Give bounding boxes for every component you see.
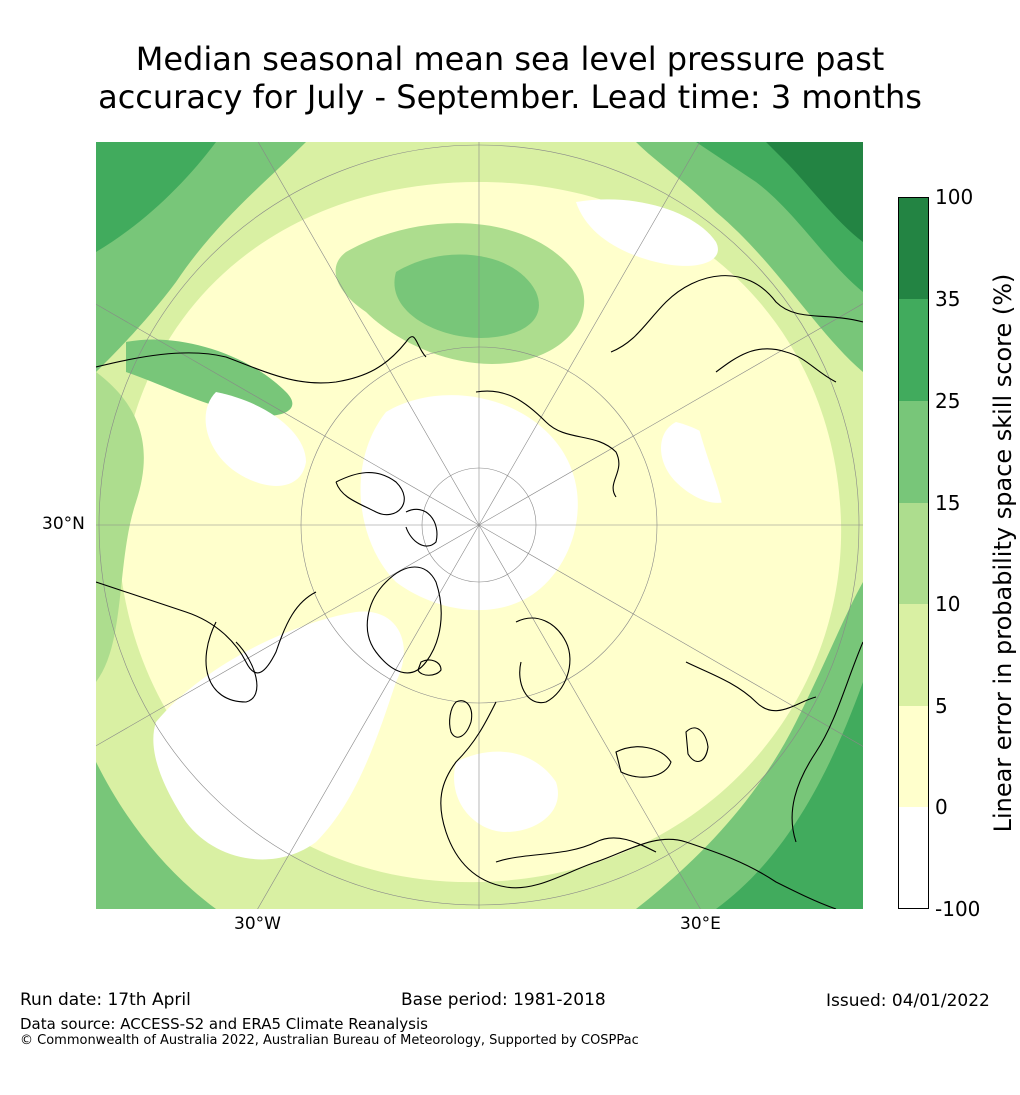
graticule	[96, 142, 863, 909]
skill-band-neg-atlantic	[153, 611, 404, 860]
skill-band-neg-center	[360, 395, 578, 611]
skill-band-10-15-west	[96, 372, 144, 682]
colorbar-swatch-neg	[898, 807, 929, 909]
issued-date: Issued: 04/01/2022	[826, 991, 990, 1011]
skill-score-map	[96, 142, 863, 909]
colorbar-tick-neg100: -100	[935, 897, 981, 921]
skill-band-15-25-sw	[96, 762, 216, 909]
skill-band-25-35-se	[716, 682, 863, 909]
colorbar-svg	[898, 197, 929, 909]
colorbar-tick-25: 25	[935, 389, 961, 413]
title-line-1: Median seasonal mean sea level pressure …	[135, 40, 885, 78]
lat-label-30n: 30°N	[42, 514, 85, 534]
colorbar-swatch-0-5	[898, 706, 929, 807]
colorbar-swatch-25-35	[898, 299, 929, 401]
colorbar-tick-15: 15	[935, 491, 961, 515]
skill-band-35-100-ne	[766, 142, 863, 242]
skill-band-neg-west	[205, 392, 306, 486]
colorbar-swatch-35-100	[898, 197, 929, 299]
skill-band-25-35-nw	[96, 142, 216, 252]
colorbar-outline	[898, 197, 929, 909]
colorbar-tick-100: 100	[935, 185, 974, 209]
colorbar-swatch-5-10	[898, 604, 929, 706]
colorbar-tick-35: 35	[935, 287, 961, 311]
title-line-2: accuracy for July - September. Lead time…	[98, 78, 922, 116]
skill-band-0-5-east	[692, 342, 816, 648]
run-date: Run date: 17th April	[20, 990, 191, 1010]
chart-title: Median seasonal mean sea level pressure …	[0, 40, 1020, 116]
copyright: © Commonwealth of Australia 2022, Austra…	[20, 1033, 639, 1048]
base-period: Base period: 1981-2018	[401, 990, 606, 1010]
colorbar-tick-10: 10	[935, 592, 961, 616]
lon-label-30w: 30°W	[234, 914, 281, 934]
coastlines	[96, 275, 863, 909]
skill-band-neg-pacific	[576, 199, 718, 266]
lon-label-30e: 30°E	[680, 914, 721, 934]
map-svg	[96, 142, 863, 909]
data-source: Data source: ACCESS-S2 and ERA5 Climate …	[20, 1015, 428, 1033]
colorbar-swatch-15-25	[898, 401, 929, 503]
colorbar	[898, 197, 929, 909]
skill-band-15-25-westrim	[126, 339, 293, 416]
colorbar-tick-5: 5	[935, 694, 948, 718]
colorbar-tick-0: 0	[935, 795, 948, 819]
skill-band-neg-europe	[454, 751, 558, 832]
skill-band-15-25-north	[394, 254, 539, 338]
colorbar-swatch-10-15	[898, 503, 929, 604]
colorbar-label: Linear error in probability space skill …	[989, 273, 1017, 833]
